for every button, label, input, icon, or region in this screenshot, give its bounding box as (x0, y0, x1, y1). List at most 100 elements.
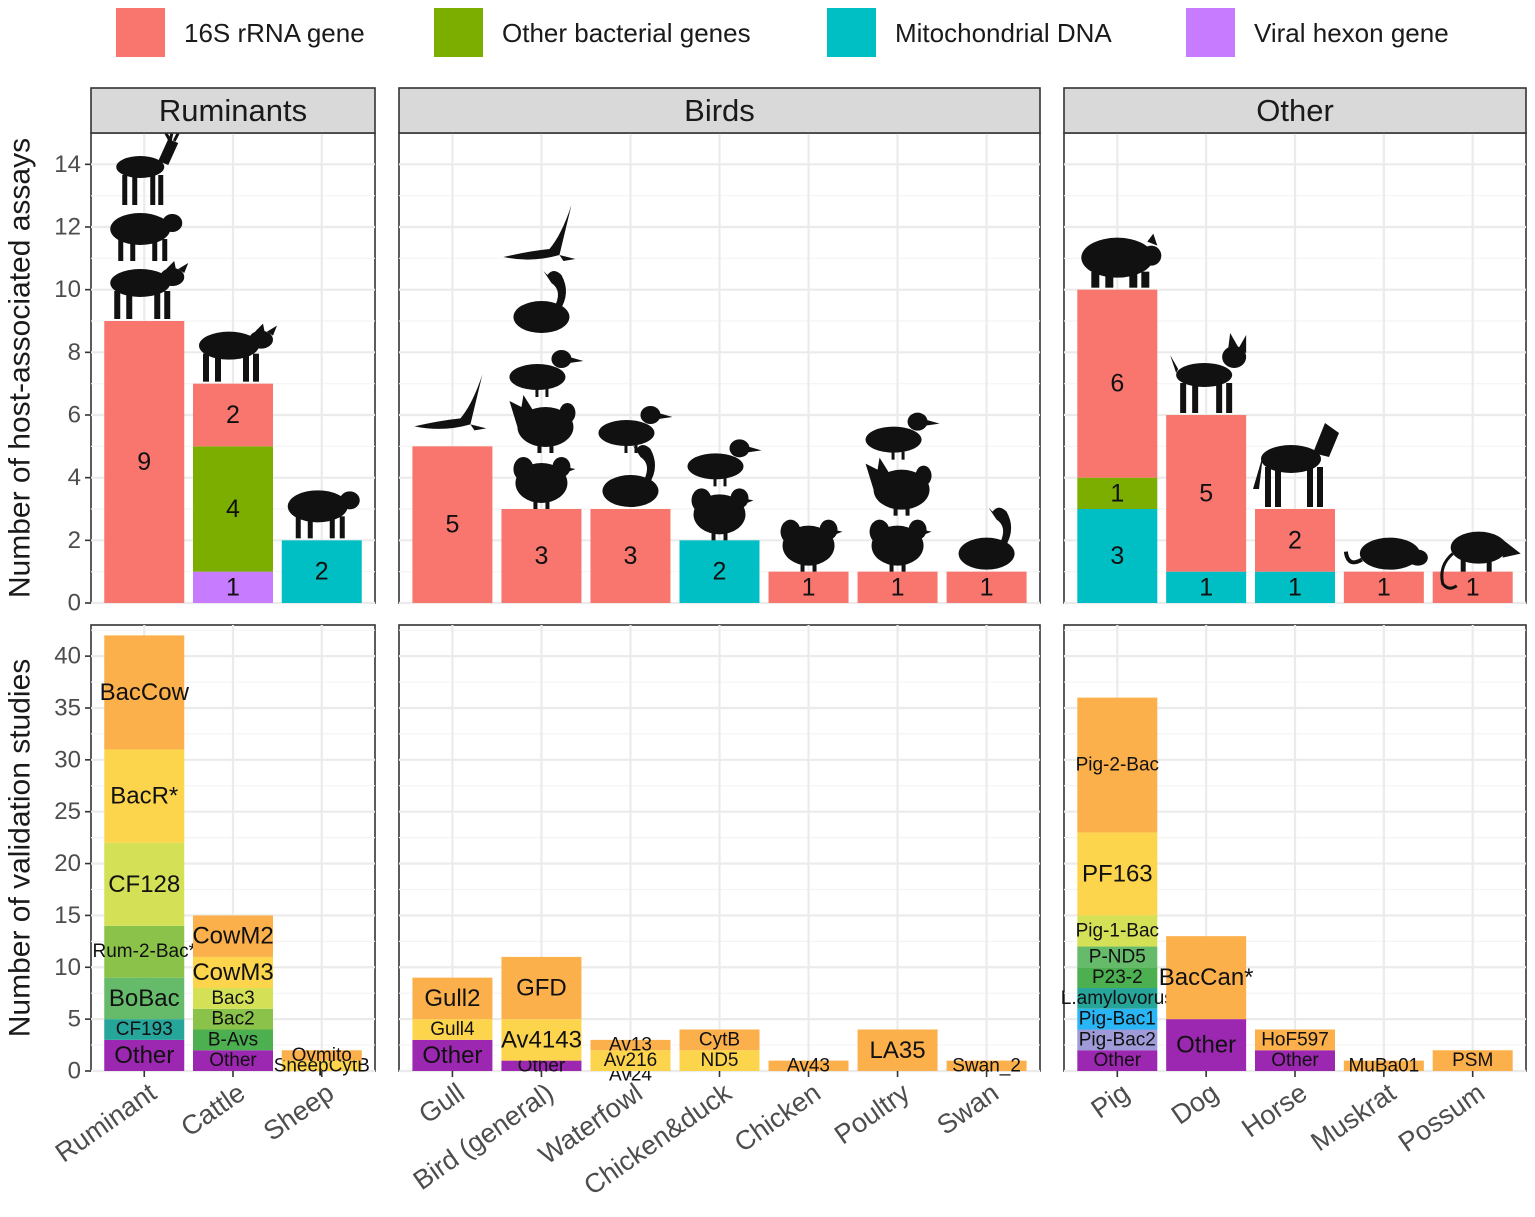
cow-icon-shape (249, 330, 273, 349)
horse-icon-shape (1275, 467, 1281, 507)
pig-icon-shape (1141, 271, 1150, 288)
x-tick-label-chicken: Chicken (729, 1077, 826, 1158)
deer-icon-shape (158, 139, 179, 165)
chicken-icon-shape (832, 529, 843, 536)
segment-label-2: 2 (315, 558, 329, 586)
segment-label-1: 1 (891, 573, 905, 601)
y-tick-label: 5 (68, 1006, 81, 1033)
duck-icon-shape (624, 445, 628, 453)
bar-chicken-duck: 2 (679, 439, 762, 603)
facet-strip-label: Birds (684, 93, 755, 128)
bar-gull: 5 (412, 374, 493, 603)
segment-label-9: 9 (137, 448, 151, 476)
duck-icon (509, 350, 584, 397)
segment-label-1: 1 (226, 573, 240, 601)
duck-icon-shape (723, 478, 727, 487)
horse-icon-shape (1253, 455, 1263, 489)
bar-segment-sheepcytb (281, 1060, 362, 1071)
bar-segment-16s-rrna-gene (1166, 415, 1247, 572)
sheep-icon-shape (329, 516, 335, 539)
sheep-icon-shape (339, 516, 345, 539)
segment-label-other: Other (209, 1050, 257, 1071)
x-tick-label-gull: Gull (413, 1077, 470, 1129)
segment-label-rum-2-bac: Rum-2-Bac* (93, 941, 197, 962)
chicken-icon-shape (711, 532, 716, 541)
duck-icon-shape (865, 426, 922, 453)
chicken-icon-shape (869, 519, 890, 544)
duck-icon-shape (551, 350, 572, 368)
dog-icon-shape (1192, 383, 1199, 413)
x-tick-label-pig: Pig (1086, 1077, 1135, 1124)
deer-icon-shape (116, 156, 165, 178)
bar-poultry: LA35 (857, 1029, 938, 1071)
bar-segment-16s-rrna-gene (768, 571, 849, 603)
bar-segment-viral-hexon-gene (193, 571, 273, 603)
bar-segment-16s-rrna-gene (501, 509, 582, 603)
x-tick-label-dog: Dog (1166, 1077, 1224, 1130)
bar-chicken: 1 (768, 519, 849, 603)
cow-icon-shape (166, 261, 189, 273)
chicken-icon-shape (691, 488, 712, 513)
duck-icon-shape (729, 439, 750, 458)
chicken-icon-shape (723, 532, 728, 541)
sheep-icon-shape (152, 239, 158, 261)
legend-swatch-16s-rrna-gene (116, 8, 165, 57)
segment-label-baccow: BacCow (100, 679, 190, 706)
gull-icon-shape (414, 374, 483, 429)
turkey-icon-shape (509, 395, 534, 427)
chicken-icon (869, 519, 932, 572)
horse-icon-shape (1313, 423, 1339, 457)
y-tick-label: 10 (54, 276, 81, 303)
bar-segment-av4143 (501, 1019, 582, 1061)
x-tick-label-sheep: Sheep (258, 1077, 339, 1146)
chicken-icon-shape (533, 501, 538, 509)
bar-segment-16s-rrna-gene (1255, 509, 1335, 572)
cow-icon (199, 323, 277, 382)
cow-icon-shape (154, 291, 161, 319)
bar-segment-other (193, 1050, 273, 1071)
dog-icon-shape (1170, 355, 1179, 373)
cow-icon-shape (199, 331, 259, 360)
gull-icon-shape (559, 255, 576, 261)
bar-segment-cytb (679, 1029, 760, 1051)
bar-segment-16s-rrna-gene (1077, 289, 1158, 478)
segment-label-p-nd5: P-ND5 (1089, 946, 1146, 967)
bar-segment-pig-1-bac (1077, 915, 1158, 947)
horse-icon-shape (1317, 467, 1323, 507)
sheep-icon-shape (130, 239, 136, 261)
turkey-icon (509, 395, 576, 453)
chicken-icon-shape (889, 563, 894, 572)
segment-label-3: 3 (1110, 542, 1124, 570)
deer-icon-shape (158, 175, 164, 205)
sheep-icon-shape (287, 490, 348, 523)
duck-icon-shape (634, 445, 638, 453)
y-tick-label: 30 (54, 746, 81, 773)
x-tick-label-swan: Swan (931, 1077, 1004, 1140)
horse-icon (1253, 423, 1339, 507)
duck-icon-shape (747, 446, 762, 453)
duck-icon (598, 406, 673, 453)
bar-horse: 12 (1253, 423, 1339, 603)
y-tick-label: 8 (68, 339, 81, 366)
turkey-icon-shape (537, 445, 542, 453)
y-tick-label: 20 (54, 850, 81, 877)
x-tick-label-cattle: Cattle (175, 1077, 250, 1142)
gull-icon (414, 374, 487, 431)
legend-label-other-bacterial-genes: Other bacterial genes (502, 18, 751, 48)
chicken-icon-shape (545, 501, 550, 509)
bar-segment-p-nd5 (1077, 946, 1158, 968)
swan-icon (958, 507, 1015, 570)
sheep-icon (287, 490, 360, 539)
bar-muskrat: 1 (1343, 537, 1428, 603)
turkey-icon-shape (915, 465, 932, 486)
bar-segment-other (1077, 1050, 1158, 1071)
facet-strip (1063, 87, 1527, 134)
turkey-icon-shape (549, 445, 554, 453)
segment-label-nd5: ND5 (700, 1050, 738, 1071)
panel-assays-birds: 5 3 3 2 1 1 1 Birds (398, 87, 1041, 605)
segment-label-muba01: MuBa01 (1348, 1055, 1419, 1076)
bar-segment-gull4 (412, 1019, 493, 1040)
